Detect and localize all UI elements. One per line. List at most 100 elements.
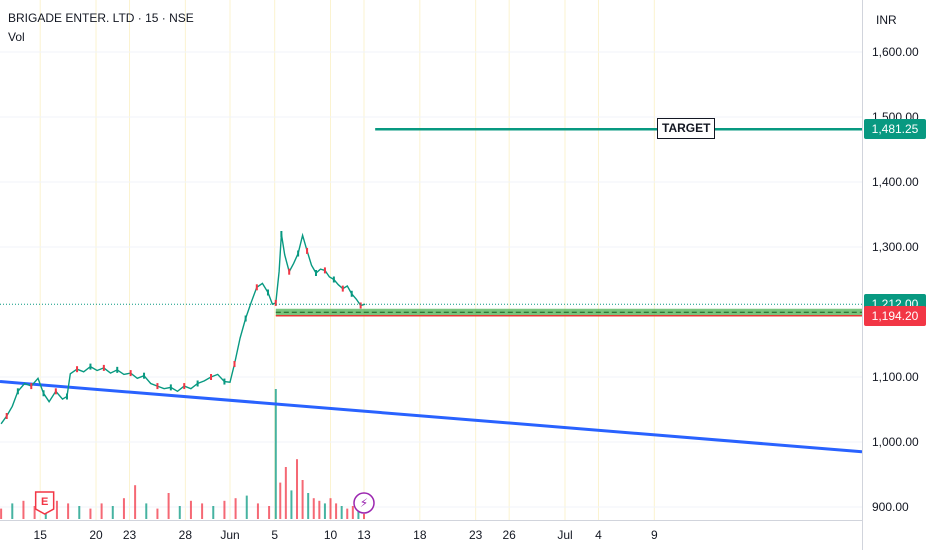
volume-bar: [329, 498, 332, 519]
volume-bar: [256, 503, 259, 519]
volume-bar: [279, 482, 282, 519]
trendline[interactable]: [0, 380, 863, 454]
price-series: [0, 231, 366, 425]
price-candle: [156, 383, 159, 390]
y-tick-label: 1,400.00: [872, 175, 919, 189]
x-tick-label: 9: [651, 528, 658, 542]
price-candle: [5, 413, 8, 419]
volume-bar: [340, 506, 343, 519]
x-tick-label: 28: [179, 528, 193, 542]
x-tick-label: 26: [502, 528, 516, 542]
price-candle: [341, 285, 344, 292]
volume-bar: [67, 503, 70, 519]
volume-bar: [234, 498, 237, 519]
volume-bar: [145, 503, 148, 519]
volume-bar: [89, 508, 92, 519]
price-candle: [143, 372, 146, 379]
dividend-marker: [353, 492, 375, 514]
volume-bar: [335, 503, 338, 519]
price-candle: [359, 302, 362, 309]
volume-bar: [357, 511, 360, 519]
volume-indicator-label: Vol: [8, 30, 25, 44]
volume-bar: [307, 493, 310, 519]
support-price-tag: 1,194.20: [864, 305, 926, 326]
price-candle: [102, 364, 105, 371]
volume-bar: [134, 485, 137, 519]
price-candle: [266, 289, 269, 296]
volume-bar: [33, 506, 36, 519]
volume-bars: [0, 389, 366, 519]
price-candle: [65, 393, 68, 400]
x-tick-label: 23: [469, 528, 483, 542]
price-candle: [30, 383, 33, 390]
price-candle: [116, 366, 119, 373]
volume-bar: [22, 500, 25, 519]
price-candle: [323, 267, 326, 274]
x-tick-label: Jun: [220, 528, 239, 542]
volume-bar: [167, 493, 170, 519]
price-candle: [350, 290, 353, 297]
price-candle: [42, 390, 45, 397]
price-candle: [233, 361, 236, 367]
price-candle: [255, 284, 258, 291]
event-markers[interactable]: E ⚡: [34, 491, 375, 515]
dividend-marker-icon: ⚡: [360, 496, 368, 510]
y-tick-label: 900.00: [872, 500, 909, 514]
volume-bar: [274, 389, 277, 519]
volume-bar: [100, 503, 103, 519]
price-candle: [332, 276, 335, 283]
volume-bar: [189, 500, 192, 519]
target-price-tag: 1,481.25: [864, 119, 926, 140]
volume-bar: [346, 508, 349, 519]
earnings-marker: [34, 491, 55, 515]
price-candle: [76, 366, 79, 373]
volume-bar: [290, 490, 293, 519]
volume-bar: [312, 498, 315, 519]
x-tick-label: 4: [595, 528, 602, 542]
y-tick-label: 1,300.00: [872, 240, 919, 254]
currency-label[interactable]: INR: [876, 13, 897, 27]
volume-bar: [55, 500, 58, 519]
volume-bar: [284, 467, 287, 519]
x-tick-label: 13: [357, 528, 371, 542]
y-tick-label: 1,600.00: [872, 45, 919, 59]
price-candle: [169, 384, 172, 391]
x-tick-label: 10: [324, 528, 338, 542]
price-candle: [16, 388, 19, 395]
target-label: TARGET: [657, 118, 716, 140]
volume-bar: [111, 506, 114, 519]
volume-bar: [178, 506, 181, 519]
volume-bar: [268, 506, 271, 519]
x-tick-label: Jul: [557, 528, 572, 542]
y-tick-label: 1,100.00: [872, 370, 919, 384]
trendline-segment: [0, 380, 863, 454]
volume-bar: [78, 506, 81, 519]
earnings-marker-label: E: [41, 496, 48, 508]
support-zone: [275, 308, 862, 317]
volume-bar: [245, 495, 248, 519]
volume-bar: [201, 503, 204, 519]
price-candle: [274, 299, 277, 306]
y-tick-label: 1,000.00: [872, 435, 919, 449]
volume-bar: [363, 513, 366, 519]
volume-bar: [301, 480, 304, 519]
volume-bar: [223, 500, 226, 519]
price-candle: [297, 250, 300, 257]
price-candle: [210, 374, 213, 380]
price-candle: [223, 378, 226, 385]
price-candle: [183, 383, 186, 390]
price-candle: [89, 363, 92, 370]
volume-bar: [323, 503, 326, 519]
price-candle: [280, 231, 283, 237]
price-candle: [306, 247, 309, 254]
volume-bar: [351, 506, 354, 519]
volume-bar: [212, 506, 215, 519]
volume-bar: [296, 459, 299, 519]
x-tick-label: 20: [89, 528, 103, 542]
price-candle: [314, 270, 317, 276]
price-candle: [288, 268, 291, 275]
x-tick-label: 5: [271, 528, 278, 542]
symbol-title: BRIGADE ENTER. LTD · 15 · NSE: [8, 11, 194, 25]
